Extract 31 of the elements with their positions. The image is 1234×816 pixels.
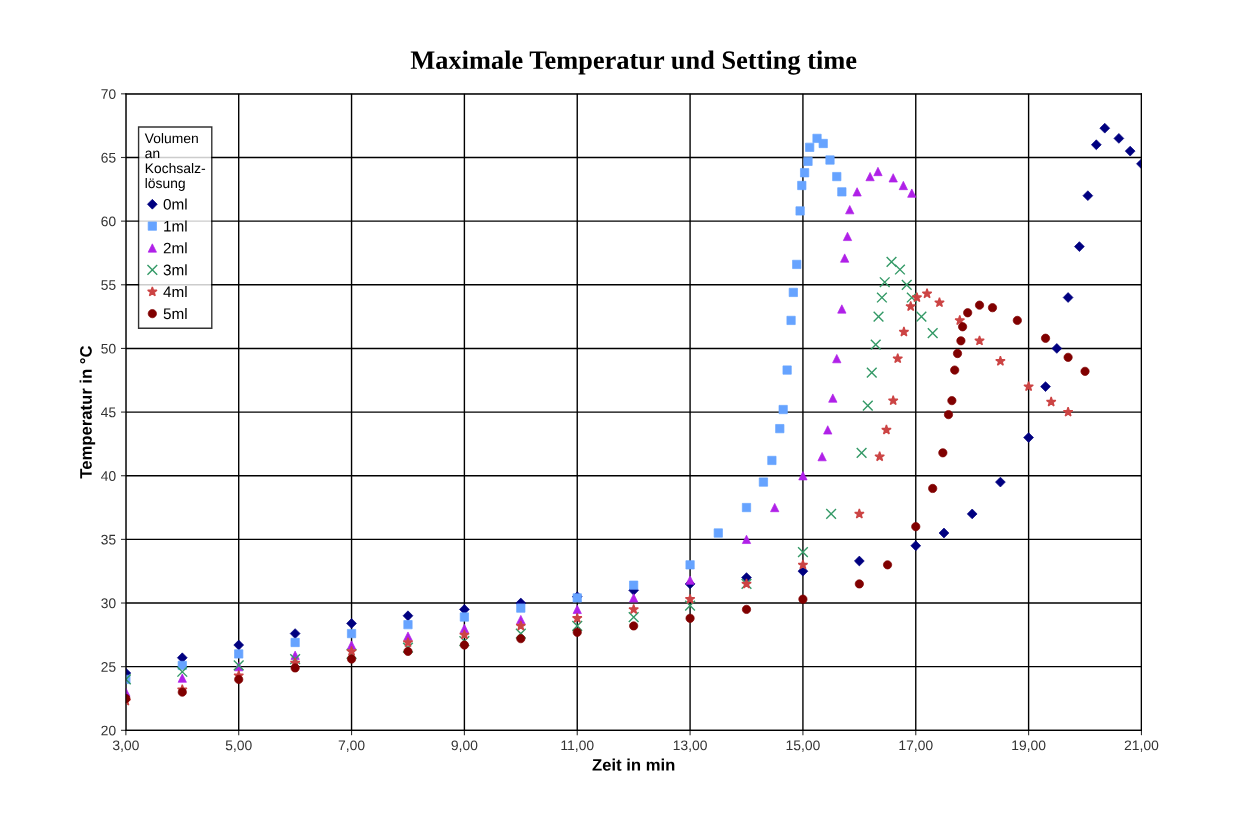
- legend-title: Volumen an Kochsalz- lösung: [144, 133, 206, 191]
- x-tick-label: 21,00: [1124, 740, 1159, 752]
- legend-label: 0ml: [163, 198, 187, 210]
- x-tick-label: 7,00: [338, 740, 365, 752]
- y-tick-label: 35: [101, 534, 116, 545]
- x-tick-label: 11,00: [561, 740, 594, 752]
- x-tick-label: 9,00: [451, 740, 478, 752]
- y-tick-label: 60: [101, 216, 116, 227]
- legend-label: 2ml: [163, 242, 187, 254]
- x-tick-label: 15,00: [786, 740, 820, 752]
- y-axis-title: Temperatur in °C: [79, 345, 96, 479]
- y-tick-label: 70: [101, 89, 116, 100]
- x-tick-label: 17,00: [899, 740, 933, 752]
- y-tick-label: 55: [101, 280, 116, 290]
- y-tick-label: 50: [101, 343, 116, 354]
- x-axis-title: Zeit in min: [592, 758, 675, 771]
- y-tick-label: 45: [101, 407, 116, 418]
- x-tick-label: 19,00: [1012, 740, 1046, 752]
- y-tick-label: 40: [101, 471, 116, 481]
- chart-title: Maximale Temperatur und Setting time: [410, 50, 857, 75]
- x-tick-label: 3,00: [112, 740, 139, 752]
- y-tick-label: 65: [101, 152, 116, 163]
- legend-label: 1ml: [164, 220, 187, 232]
- y-tick-label: 30: [101, 598, 116, 609]
- y-tick-label: 25: [101, 662, 116, 672]
- y-tick-label: 20: [101, 725, 116, 736]
- x-tick-label: 13,00: [673, 740, 707, 752]
- x-tick-label: 5,00: [225, 740, 252, 752]
- legend-label: 5ml: [163, 307, 187, 320]
- legend-label: 3ml: [163, 264, 187, 276]
- legend-label: 4ml: [163, 286, 187, 298]
